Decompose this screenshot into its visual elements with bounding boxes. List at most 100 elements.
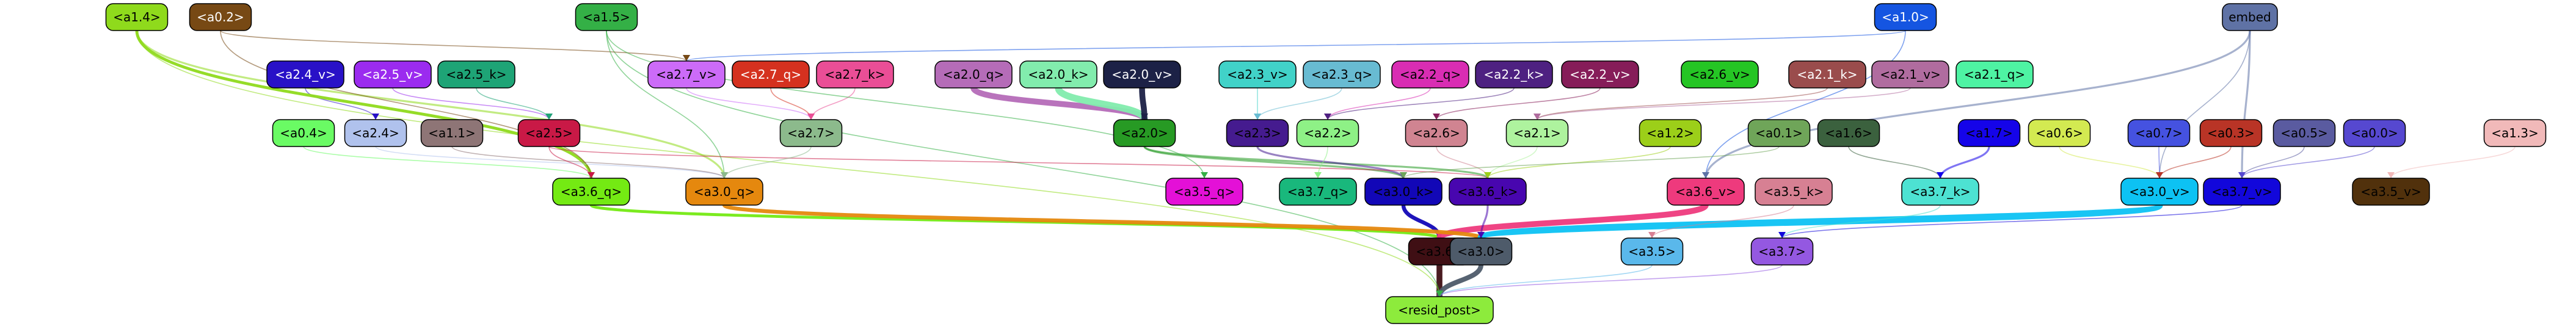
node-box xyxy=(1561,60,1639,89)
node-label: <a2.7_q> xyxy=(740,67,801,82)
node-a2-0-k[interactable]: <a2.0_k> xyxy=(1019,60,1097,89)
node-a2-7-v[interactable]: <a2.7_v> xyxy=(647,60,726,89)
node-a3-7-v[interactable]: <a3.7_v> xyxy=(2203,178,2281,206)
edge-a1-5-to-a3-0-q xyxy=(606,30,725,179)
node-a2-6[interactable]: <a2.6> xyxy=(1405,119,1468,147)
node-a3-0[interactable]: <a3.0> xyxy=(1449,237,1513,266)
node-a1-5[interactable]: <a1.5> xyxy=(575,3,638,31)
node-a1-0[interactable]: <a1.0> xyxy=(1874,3,1937,31)
node-box xyxy=(1019,60,1097,89)
node-a1-2[interactable]: <a1.2> xyxy=(1639,119,1702,147)
node-box xyxy=(1103,60,1181,89)
node-a2-3-v[interactable]: <a2.3_v> xyxy=(1218,60,1297,89)
edge-a0-4-to-a3-6-q xyxy=(303,146,592,179)
node-a3-6-k[interactable]: <a3.6_k> xyxy=(1449,178,1527,206)
node-a0-5[interactable]: <a0.5> xyxy=(2272,119,2336,147)
node-a0-4[interactable]: <a0.4> xyxy=(272,119,335,147)
node-box xyxy=(1385,296,1494,324)
node-a2-4-v[interactable]: <a2.4_v> xyxy=(266,60,344,89)
edge-arrowhead xyxy=(1141,114,1148,120)
node-a0-3[interactable]: <a0.3> xyxy=(2199,119,2263,147)
node-a0-0[interactable]: <a0.0> xyxy=(2343,119,2406,147)
node-a3-0-q[interactable]: <a3.0_q> xyxy=(685,178,763,206)
node-box xyxy=(2028,119,2091,147)
node-label: <a2.5_v> xyxy=(362,67,423,82)
node-a3-5[interactable]: <a3.5> xyxy=(1620,237,1684,266)
edge-arrowhead xyxy=(1937,172,1944,178)
node-box xyxy=(575,3,638,31)
node-a2-1[interactable]: <a2.1> xyxy=(1505,119,1569,147)
node-a2-2-k[interactable]: <a2.2_k> xyxy=(1475,60,1553,89)
node-a3-5-v[interactable]: <a3.5_v> xyxy=(2352,178,2430,206)
node-label: <a1.3> xyxy=(2491,126,2539,140)
node-a2-1-v[interactable]: <a2.1_v> xyxy=(1871,60,1949,89)
edge-a2-1-k-to-a2-1 xyxy=(1537,87,1828,120)
edge-a3-6-q-to-a3-6 xyxy=(589,203,1441,240)
node-a1-1[interactable]: <a1.1> xyxy=(420,119,484,147)
node-a2-0-q[interactable]: <a2.0_q> xyxy=(934,60,1013,89)
node-a1-4[interactable]: <a1.4> xyxy=(105,3,169,31)
node-label: <a3.0_k> xyxy=(1373,184,1433,199)
node-a0-7[interactable]: <a0.7> xyxy=(2127,119,2191,147)
node-a1-3[interactable]: <a1.3> xyxy=(2483,119,2547,147)
node-a0-1[interactable]: <a0.1> xyxy=(1747,119,1811,147)
edge-arrowhead xyxy=(1648,232,1656,238)
edge-a1-5-to-a3-5-q xyxy=(606,30,1205,179)
node-layer: <a1.4> <a0.2> <a1.5> <a1.0> embed <a2.4_v> <a2… xyxy=(105,3,2547,324)
node-a0-2[interactable]: <a0.2> xyxy=(189,3,252,31)
edge-a2-5-k-to-a2-5 xyxy=(476,87,550,120)
node-box xyxy=(2203,178,2281,206)
node-a3-0-v[interactable]: <a3.0_v> xyxy=(2120,178,2199,206)
node-box xyxy=(189,3,252,31)
node-a3-6-q[interactable]: <a3.6_q> xyxy=(552,178,630,206)
node-a3-0-k[interactable]: <a3.0_k> xyxy=(1364,178,1443,206)
node-a3-5-k[interactable]: <a3.5_k> xyxy=(1755,178,1833,206)
node-box xyxy=(1755,178,1833,206)
node-a3-7-k[interactable]: <a3.7_k> xyxy=(1901,178,1979,206)
node-a2-6-v[interactable]: <a2.6_v> xyxy=(1681,60,1759,89)
edge-a2-2-k-to-a2-2 xyxy=(1327,87,1515,120)
node-label: <a2.0_q> xyxy=(943,67,1004,82)
node-a2-1-k[interactable]: <a2.1_k> xyxy=(1788,60,1866,89)
node-label: <a3.5_q> xyxy=(1174,184,1235,199)
node-a2-5-k[interactable]: <a2.5_k> xyxy=(437,60,515,89)
node-label: <a2.4_v> xyxy=(275,67,335,82)
node-a2-1-q[interactable]: <a2.1_q> xyxy=(1956,60,2034,89)
edge-a2-2-q-to-a2-2 xyxy=(1327,87,1431,120)
node-a2-7-k[interactable]: <a2.7_k> xyxy=(816,60,894,89)
node-resid-post[interactable]: <resid_post> xyxy=(1385,296,1494,324)
edge-arrowhead xyxy=(1324,114,1331,120)
edge-a3-0-q-to-a3-0 xyxy=(722,203,1483,240)
node-a2-4[interactable]: <a2.4> xyxy=(344,119,407,147)
node-label: <a2.5_k> xyxy=(446,67,506,82)
edge-arrowhead xyxy=(683,55,690,61)
edge-a1-0-to-a2-7-v xyxy=(686,30,1906,62)
node-a1-6[interactable]: <a1.6> xyxy=(1817,119,1880,147)
node-a1-7[interactable]: <a1.7> xyxy=(1957,119,2021,147)
node-box xyxy=(1901,178,1979,206)
node-a2-7[interactable]: <a2.7> xyxy=(779,119,843,147)
node-a2-0[interactable]: <a2.0> xyxy=(1113,119,1176,147)
node-embed[interactable]: embed xyxy=(2222,3,2278,31)
node-box xyxy=(732,60,810,89)
node-a3-7-q[interactable]: <a3.7_q> xyxy=(1279,178,1357,206)
node-label: <a2.6_v> xyxy=(1689,67,1750,82)
node-a2-2[interactable]: <a2.2> xyxy=(1296,119,1359,147)
node-a2-2-q[interactable]: <a2.2_q> xyxy=(1391,60,1469,89)
node-a2-5-v[interactable]: <a2.5_v> xyxy=(354,60,432,89)
edge-arrowhead xyxy=(1314,172,1322,178)
node-a2-3[interactable]: <a2.3> xyxy=(1226,119,1289,147)
node-a3-6-v[interactable]: <a3.6_v> xyxy=(1667,178,1745,206)
node-box xyxy=(1681,60,1759,89)
node-a3-7[interactable]: <a3.7> xyxy=(1750,237,1814,266)
node-a2-5[interactable]: <a2.5> xyxy=(517,119,581,147)
node-a2-2-v[interactable]: <a2.2_v> xyxy=(1561,60,1639,89)
node-a3-5-q[interactable]: <a3.5_q> xyxy=(1165,178,1243,206)
edge-arrowhead xyxy=(1477,232,1485,238)
edge-a2-5-v-to-a2-5 xyxy=(392,87,550,120)
node-a2-0-v[interactable]: <a2.0_v> xyxy=(1103,60,1181,89)
node-a2-3-q[interactable]: <a2.3_q> xyxy=(1303,60,1381,89)
node-a2-7-q[interactable]: <a2.7_q> xyxy=(732,60,810,89)
node-label: <a2.1> xyxy=(1513,126,1561,140)
node-a0-6[interactable]: <a0.6> xyxy=(2028,119,2091,147)
